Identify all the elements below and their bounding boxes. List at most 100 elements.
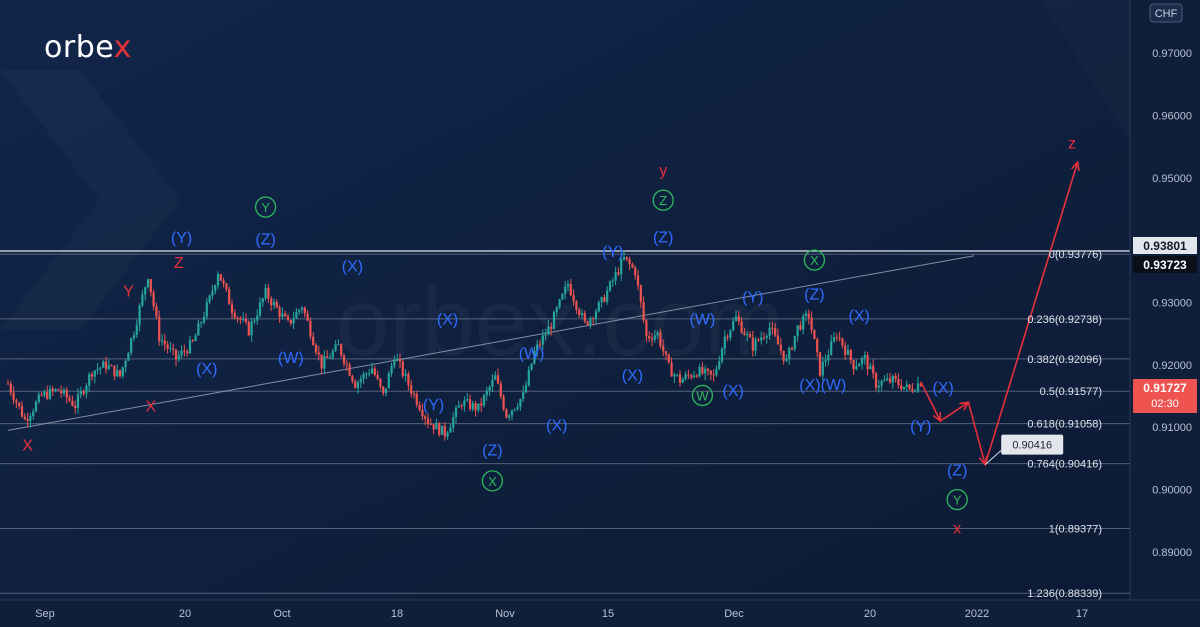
y-tick-label: 0.90000 xyxy=(1152,485,1192,497)
candle-body xyxy=(502,396,505,410)
candle-body xyxy=(482,395,486,406)
candle-body xyxy=(788,347,791,359)
candle-body xyxy=(102,361,105,368)
candle-body xyxy=(432,424,435,430)
candle-body xyxy=(79,391,82,395)
candle-body xyxy=(614,272,617,281)
candle-body xyxy=(810,317,813,330)
wave-label-circle xyxy=(691,384,714,407)
candle-body xyxy=(874,373,878,388)
candle-body xyxy=(508,415,511,418)
candle-body xyxy=(835,337,838,339)
candle-body xyxy=(37,394,40,403)
candle-body xyxy=(807,313,810,318)
candle-body xyxy=(396,358,399,361)
candle-body xyxy=(205,302,208,317)
y-axis-ticks: 0.97000 0.96000 0.95000 0.93000 0.92000 0.910… xyxy=(1152,48,1192,559)
candle-body xyxy=(494,375,497,380)
wave-label: (Y) xyxy=(910,419,931,436)
currency-badge[interactable] xyxy=(1149,3,1183,23)
wave-label: (W) xyxy=(278,350,304,367)
candle-body xyxy=(611,280,614,282)
candle-body xyxy=(118,370,122,377)
candle-body xyxy=(566,284,570,287)
candle-body xyxy=(379,378,382,387)
y-tick-label: 0.89000 xyxy=(1152,547,1192,559)
candle-body xyxy=(536,344,539,351)
candle-body xyxy=(821,361,824,376)
candle-body xyxy=(20,405,24,417)
candle-body xyxy=(121,367,124,377)
candle-body xyxy=(253,320,256,322)
candle-body xyxy=(337,344,340,346)
candle-body xyxy=(373,368,376,376)
candle-body xyxy=(726,336,729,338)
candle-body xyxy=(219,274,222,281)
candle-body xyxy=(138,305,141,325)
candle-body xyxy=(522,392,525,400)
candle-body xyxy=(132,334,136,339)
candle-body xyxy=(468,399,472,410)
candle-body xyxy=(597,301,600,312)
candle-body xyxy=(65,389,68,398)
candle-body xyxy=(880,381,883,386)
candle-body xyxy=(412,393,416,395)
candle-body xyxy=(636,275,640,286)
candle-body xyxy=(449,427,452,433)
candle-body xyxy=(267,287,270,299)
wave-label-circle xyxy=(652,189,674,211)
fib-label: 0.618(0.91058) xyxy=(1027,419,1102,431)
candle-body xyxy=(9,383,12,393)
candle-body xyxy=(256,315,259,321)
wave-labels: XYXZ(Y)(X)Y(Z)(W)(X)(X)(W)(Y)(Z)X(X)(Y)(… xyxy=(22,135,1076,537)
candle-body xyxy=(172,348,175,350)
candle-body xyxy=(695,375,698,377)
y-tick-label: 0.97000 xyxy=(1152,48,1192,60)
candle-body xyxy=(513,409,516,411)
candle-body xyxy=(662,345,665,352)
candle-body xyxy=(589,318,592,325)
candle-body xyxy=(284,313,287,317)
candle-body xyxy=(286,316,290,320)
candle-body xyxy=(519,399,522,407)
x-axis-label: 17 xyxy=(1076,608,1088,620)
candle-body xyxy=(233,312,236,318)
wave-label: x xyxy=(953,520,961,537)
candle-body xyxy=(622,256,626,260)
candle-body xyxy=(762,337,766,339)
x-axis-label: 20 xyxy=(179,608,191,620)
candle-body xyxy=(729,330,732,338)
candle-body xyxy=(454,407,458,418)
candle-body xyxy=(23,416,26,420)
candle-body xyxy=(376,375,379,379)
wave-label: (X) xyxy=(437,311,458,328)
candle-body xyxy=(852,360,855,370)
price-tag-label: 0.91727 xyxy=(1143,381,1187,395)
candle-body xyxy=(54,389,57,391)
wave-label: (Y) xyxy=(602,244,623,261)
candle-body xyxy=(214,285,217,291)
trendline xyxy=(7,255,975,431)
candle-body xyxy=(46,391,49,399)
x-axis-label: 18 xyxy=(391,608,403,620)
x-axis-label: 15 xyxy=(602,608,614,620)
candle-body xyxy=(85,385,88,394)
candle-body xyxy=(312,336,315,346)
candle-body xyxy=(706,368,710,371)
candle-body xyxy=(82,391,85,394)
candle-body xyxy=(799,325,802,330)
wave-label: Z xyxy=(174,255,184,272)
candle-body xyxy=(653,335,656,340)
candle-body xyxy=(230,304,234,313)
x-axis-label: Sep xyxy=(35,608,55,620)
candle-body xyxy=(866,355,869,370)
candle-body xyxy=(393,360,396,366)
price-tag xyxy=(1133,237,1197,254)
candle-body xyxy=(191,340,194,342)
candle-body xyxy=(278,307,281,317)
candle-body xyxy=(561,293,564,300)
wave-label: (Y) xyxy=(742,289,763,306)
wave-label: (X) xyxy=(723,383,744,400)
